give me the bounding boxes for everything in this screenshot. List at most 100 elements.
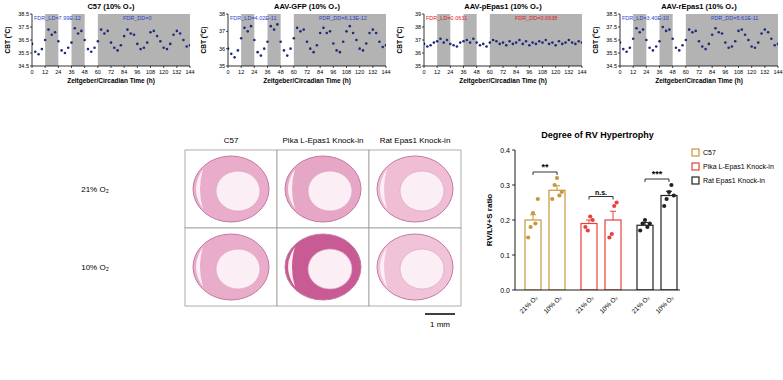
x-tick [293, 66, 294, 68]
data-point [156, 35, 159, 38]
y-tick-label: 39 [415, 11, 421, 17]
lv-lumen [308, 249, 352, 289]
data-point [717, 31, 720, 34]
data-point [645, 225, 649, 229]
x-tick-label: 132 [172, 69, 181, 75]
data-point [57, 40, 60, 43]
data-point [714, 27, 717, 30]
y-tick-label: 38 [219, 11, 225, 17]
x-tick-label: 24 [251, 69, 257, 75]
data-point [136, 43, 139, 46]
x-tick [424, 66, 425, 68]
x-tick [137, 66, 138, 68]
dark-phase [633, 14, 646, 66]
dark-phase [268, 14, 281, 66]
x-tick-label: 21% O₂ [630, 294, 651, 315]
data-point [250, 25, 253, 28]
data-point [37, 53, 40, 56]
bar [661, 196, 677, 291]
data-point [521, 43, 524, 46]
x-tick [778, 66, 779, 68]
heart-section [377, 156, 453, 222]
data-point [116, 49, 119, 52]
data-point [737, 30, 740, 33]
x-tick [254, 66, 255, 68]
data-point [607, 235, 611, 239]
rv-lumen [380, 247, 387, 287]
data-point [263, 47, 266, 50]
chart-title: AAV-GFP (10% O₂) [274, 2, 340, 11]
data-point [502, 41, 505, 44]
dark-phase [294, 14, 386, 66]
x-tick [489, 66, 490, 68]
data-point [378, 40, 381, 43]
data-point [335, 49, 338, 52]
data-point [658, 40, 661, 43]
legend-swatch [692, 149, 699, 156]
data-point [525, 40, 528, 43]
x-axis [515, 290, 680, 291]
data-point [622, 48, 625, 51]
annotation: FDR_LD=7.99E-12 [34, 15, 81, 21]
x-tick-label: 36 [460, 69, 466, 75]
x-tick-label: 120 [159, 69, 168, 75]
data-point [293, 37, 296, 40]
chart-title: C57 (10% O₂) [87, 2, 135, 11]
data-point [558, 40, 561, 43]
data-point [655, 45, 658, 48]
data-point [283, 49, 286, 52]
data-point [189, 44, 190, 47]
data-point [41, 48, 44, 51]
x-axis-label: Zeitgeber/Circadian Time (h) [655, 77, 743, 85]
data-point [757, 41, 760, 44]
data-point [711, 34, 714, 37]
data-point [90, 50, 93, 53]
data-point [233, 56, 236, 59]
x-tick-label: 48 [82, 69, 88, 75]
data-point [531, 211, 535, 215]
data-point [662, 204, 666, 208]
data-point [492, 39, 495, 42]
x-tick [32, 66, 33, 68]
data-point [345, 30, 348, 33]
chart-title: Degree of RV Hypertrophy [541, 130, 653, 140]
x-tick [58, 66, 59, 68]
annotation: FDR_DD=5.61E-11 [711, 15, 758, 21]
x-tick-label: 36 [656, 69, 662, 75]
x-tick [476, 66, 477, 68]
data-point [691, 31, 694, 34]
data-point [505, 44, 508, 47]
x-tick [386, 66, 387, 68]
data-point [237, 49, 240, 52]
y-axis-label: CBT (°C) [396, 27, 404, 54]
data-point [744, 34, 747, 37]
data-point [629, 47, 632, 50]
x-tick-label: 48 [278, 69, 284, 75]
data-point [77, 32, 80, 35]
data-point [472, 37, 475, 40]
x-tick-label: 72 [304, 69, 310, 75]
x-tick [450, 66, 451, 68]
data-point [143, 47, 146, 50]
data-point [129, 32, 132, 35]
error-bar [610, 211, 616, 220]
data-point [54, 31, 57, 34]
data-point [479, 44, 482, 47]
x-tick-label: 132 [368, 69, 377, 75]
y-tick [422, 40, 424, 41]
x-tick [542, 66, 543, 68]
x-tick-label: 36 [68, 69, 74, 75]
data-point [495, 40, 498, 43]
y-axis-label: CBT (°C) [200, 27, 208, 54]
x-tick [267, 66, 268, 68]
x-tick [176, 66, 177, 68]
rv-lumen [196, 169, 203, 209]
x-tick [71, 66, 72, 68]
legend-label: Rat Epas1 Knock-in [703, 177, 765, 185]
x-tick-label: 144 [185, 69, 194, 75]
x-tick-label: 144 [773, 69, 782, 75]
data-point [555, 176, 559, 180]
bar [525, 220, 541, 290]
data-point [698, 40, 701, 43]
data-point [704, 48, 707, 51]
